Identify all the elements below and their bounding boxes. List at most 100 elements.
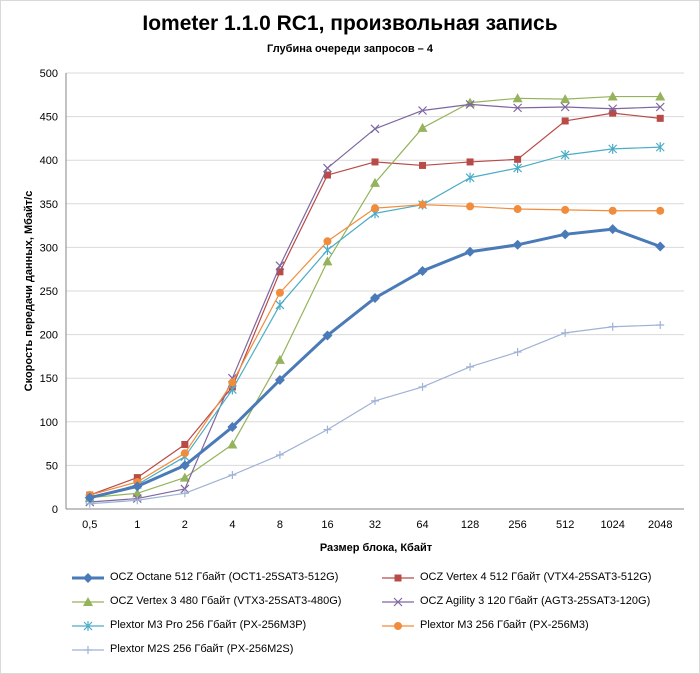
y-tick-label: 50 bbox=[46, 460, 58, 472]
data-point bbox=[607, 224, 618, 235]
data-point bbox=[275, 299, 285, 310]
series-line bbox=[89, 112, 661, 496]
data-point bbox=[608, 206, 617, 215]
data-point bbox=[512, 93, 523, 103]
series-4 bbox=[85, 99, 665, 507]
x-tick-label: 4 bbox=[229, 519, 235, 531]
data-point bbox=[514, 155, 522, 163]
data-point bbox=[370, 292, 380, 303]
chart-subtitle: Глубина очереди запросов – 4 bbox=[267, 43, 433, 55]
data-point bbox=[607, 91, 618, 101]
x-tick-label: 64 bbox=[416, 519, 428, 531]
legend-marker bbox=[394, 622, 402, 630]
x-tick-label: 32 bbox=[369, 519, 381, 531]
data-point bbox=[512, 239, 523, 250]
data-point bbox=[513, 205, 522, 214]
legend-label: Plextor M3 256 Гбайт (PX-256M3) bbox=[420, 619, 589, 631]
data-point bbox=[417, 122, 428, 132]
data-point bbox=[275, 288, 284, 297]
data-point bbox=[370, 177, 380, 187]
x-tick-label: 1024 bbox=[600, 519, 624, 531]
x-tick-label: 8 bbox=[277, 519, 283, 531]
data-point bbox=[322, 256, 333, 266]
x-tick-label: 128 bbox=[461, 519, 479, 531]
data-point bbox=[465, 99, 475, 109]
data-point bbox=[561, 328, 570, 337]
legend-swatch bbox=[72, 597, 104, 606]
data-point bbox=[180, 489, 189, 498]
data-point bbox=[655, 91, 666, 101]
data-point bbox=[323, 171, 331, 179]
legend-label: Plextor M3 Pro 256 Гбайт (PX-256M3P) bbox=[110, 619, 307, 631]
y-tick-label: 0 bbox=[52, 504, 58, 516]
data-point bbox=[84, 492, 95, 503]
data-point bbox=[655, 102, 665, 112]
data-point bbox=[656, 114, 664, 122]
data-point bbox=[560, 229, 571, 240]
x-axis-title: Размер блока, Кбайт bbox=[320, 542, 433, 554]
line-chart: 0 50 100 150 200 250 300 350 400 450 500 0,5 1 2 4 8 16… bbox=[23, 68, 684, 554]
y-tick-label: 450 bbox=[40, 112, 58, 124]
data-point bbox=[513, 103, 523, 113]
legend-label: Plextor M2S 256 Гбайт (PX-256M2S) bbox=[110, 643, 294, 655]
series-6 bbox=[85, 200, 665, 500]
legend-marker bbox=[83, 597, 93, 606]
data-point bbox=[656, 206, 665, 215]
series-3 bbox=[84, 91, 666, 502]
legend-marker bbox=[83, 621, 93, 631]
series-7 bbox=[85, 321, 665, 508]
data-point bbox=[180, 484, 190, 494]
x-tick-label: 1 bbox=[134, 519, 140, 531]
series-line bbox=[89, 146, 661, 500]
data-point bbox=[323, 245, 332, 256]
legend-label: OCZ Vertex 4 512 Гбайт (VTX4-25SAT3-512G… bbox=[420, 571, 652, 583]
data-point bbox=[466, 362, 475, 371]
data-point bbox=[180, 449, 189, 458]
gridlines bbox=[66, 72, 684, 510]
data-point bbox=[655, 241, 666, 252]
data-point bbox=[274, 374, 285, 385]
data-point bbox=[228, 470, 237, 479]
data-point bbox=[132, 481, 143, 492]
data-point bbox=[323, 237, 332, 246]
data-point bbox=[561, 117, 569, 125]
y-tick-label: 300 bbox=[40, 242, 58, 254]
data-point bbox=[371, 158, 379, 166]
data-point bbox=[655, 142, 665, 153]
legend-marker bbox=[393, 597, 403, 607]
legend-marker bbox=[83, 573, 93, 583]
data-point bbox=[609, 109, 617, 117]
series-line bbox=[89, 324, 661, 505]
y-tick-labels: 0 50 100 150 200 250 300 350 400 450 500 bbox=[40, 68, 58, 516]
y-tick-label: 200 bbox=[40, 330, 58, 342]
series-1 bbox=[84, 224, 666, 503]
data-point bbox=[133, 474, 141, 482]
x-tick-label: 2048 bbox=[648, 519, 672, 531]
data-point bbox=[466, 158, 474, 166]
legend-marker bbox=[84, 646, 92, 654]
x-tick-label: 256 bbox=[508, 519, 526, 531]
data-point bbox=[513, 348, 522, 357]
series-5 bbox=[85, 142, 665, 504]
legend-swatch bbox=[382, 622, 414, 630]
series-lines bbox=[84, 91, 666, 508]
x-tick-label: 16 bbox=[321, 519, 333, 531]
data-point bbox=[560, 102, 570, 112]
data-point bbox=[560, 94, 571, 104]
data-point bbox=[418, 106, 427, 115]
y-tick-label: 400 bbox=[40, 155, 58, 167]
series-2 bbox=[86, 109, 664, 499]
legend-swatch bbox=[382, 574, 414, 582]
legend-label: OCZ Octane 512 Гбайт (OCT1-25SAT3-512G) bbox=[110, 571, 339, 583]
data-point bbox=[465, 246, 476, 257]
legend-swatch bbox=[382, 597, 414, 607]
data-point bbox=[417, 265, 428, 276]
y-tick-label: 150 bbox=[40, 373, 58, 385]
data-point bbox=[608, 322, 617, 331]
data-point bbox=[418, 200, 427, 209]
data-point bbox=[132, 488, 143, 498]
data-point bbox=[608, 143, 618, 154]
data-point bbox=[370, 124, 380, 134]
data-point bbox=[371, 396, 379, 405]
data-point bbox=[418, 382, 427, 391]
